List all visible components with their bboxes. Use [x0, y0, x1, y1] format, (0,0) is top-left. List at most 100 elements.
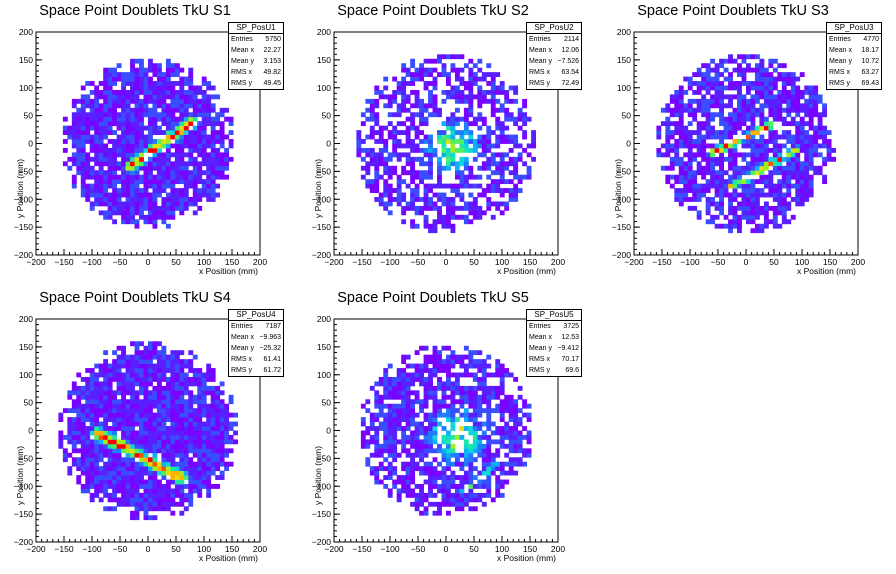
heatmap-cell [441, 139, 447, 144]
heatmap-cell [152, 63, 158, 69]
heatmap-cell [143, 484, 149, 489]
heatmap-cell [148, 165, 153, 171]
heatmap-cell [396, 417, 402, 422]
heatmap-cell [741, 197, 747, 202]
heatmap-cell [197, 448, 203, 454]
heatmap-cell [517, 152, 523, 158]
heatmap-cell [804, 112, 810, 118]
heatmap-cell [148, 170, 153, 176]
heatmap-cell [134, 223, 140, 229]
heatmap-cell [130, 147, 135, 153]
heatmap-cell [76, 147, 82, 153]
heatmap-cell [410, 457, 416, 463]
heatmap-cell [468, 134, 474, 140]
heatmap-cell [746, 205, 751, 211]
heatmap-cell [201, 412, 207, 418]
heatmap-cell [134, 515, 140, 521]
heatmap-cell [143, 94, 149, 100]
heatmap-cell [763, 116, 769, 122]
heatmap-cell [481, 390, 487, 396]
heatmap-cell [786, 139, 792, 144]
heatmap-cell [139, 192, 144, 198]
heatmap-cell [513, 408, 519, 414]
heatmap-cell [432, 94, 438, 100]
heatmap-cell [201, 484, 207, 489]
heatmap-cell [201, 152, 207, 158]
heatmap-cell [459, 434, 465, 440]
heatmap-cell [522, 103, 528, 109]
heatmap-cell [481, 94, 487, 100]
heatmap-cell [410, 223, 416, 229]
heatmap-cell [441, 381, 447, 387]
heatmap-cell [790, 94, 796, 100]
heatmap-cell [410, 161, 416, 167]
heatmap-cell [165, 156, 171, 162]
heatmap-cell [62, 434, 68, 440]
heatmap-cell [746, 192, 751, 198]
heatmap-cell [192, 183, 198, 189]
heatmap-cell [446, 345, 451, 351]
heatmap-cell [228, 439, 234, 445]
heatmap-cell [85, 174, 91, 180]
heatmap-cell [152, 412, 158, 418]
heatmap-cell [396, 439, 402, 445]
heatmap-cell [459, 156, 465, 162]
heatmap-cell [152, 470, 158, 476]
heatmap-cell [781, 192, 787, 198]
heatmap-cell [508, 170, 514, 176]
heatmap-cell [112, 430, 118, 436]
heatmap-cell [746, 130, 751, 135]
heatmap-cell [754, 85, 760, 91]
stat-value: −25.32 [259, 345, 281, 352]
heatmap-cell [85, 98, 91, 104]
heatmap-cell [112, 457, 118, 463]
heatmap-cell [183, 121, 189, 127]
heatmap-cell [121, 183, 126, 189]
heatmap-cell [477, 85, 483, 91]
heatmap-cell [472, 363, 478, 369]
heatmap-cell [463, 501, 469, 507]
heatmap-cell [660, 107, 666, 113]
heatmap-cell [754, 67, 760, 73]
heatmap-cell [156, 174, 162, 180]
heatmap-cell [446, 475, 451, 480]
heatmap-cell [233, 421, 238, 427]
heatmap-cell [454, 165, 460, 171]
heatmap-cell [759, 174, 765, 180]
heatmap-cell [419, 63, 424, 69]
heatmap-cell [710, 112, 716, 118]
heatmap-cell [728, 76, 733, 82]
heatmap-cell [107, 161, 113, 167]
heatmap-cell [197, 112, 203, 118]
heatmap-cell [165, 434, 171, 440]
heatmap-cell [687, 121, 693, 127]
heatmap-cell [201, 381, 207, 387]
heatmap-cell [206, 452, 212, 458]
heatmap-cell [732, 85, 738, 91]
heatmap-cell [513, 188, 519, 193]
heatmap-cell [62, 452, 68, 458]
heatmap-cell [678, 161, 684, 167]
heatmap-cell [414, 197, 420, 202]
heatmap-cell [116, 116, 122, 122]
heatmap-cell [383, 381, 389, 387]
heatmap-cell [112, 81, 118, 86]
heatmap-cell [490, 161, 496, 167]
heatmap-cell [414, 98, 420, 104]
heatmap-cell [161, 130, 167, 135]
heatmap-cell [781, 143, 787, 149]
heatmap-cell [143, 165, 149, 171]
heatmap-cell [741, 156, 747, 162]
x-tick-label: 150 [523, 257, 537, 267]
heatmap-cell [463, 183, 469, 189]
heatmap-cell [165, 63, 171, 69]
heatmap-cell [365, 165, 371, 171]
heatmap-cell [808, 134, 814, 140]
heatmap-cell [121, 205, 126, 211]
heatmap-cell [103, 214, 109, 220]
heatmap-cell [85, 385, 91, 391]
heatmap-cell [392, 426, 398, 431]
heatmap-cell [419, 452, 424, 458]
heatmap-cell [423, 116, 429, 122]
stat-label: Entries [231, 323, 253, 330]
